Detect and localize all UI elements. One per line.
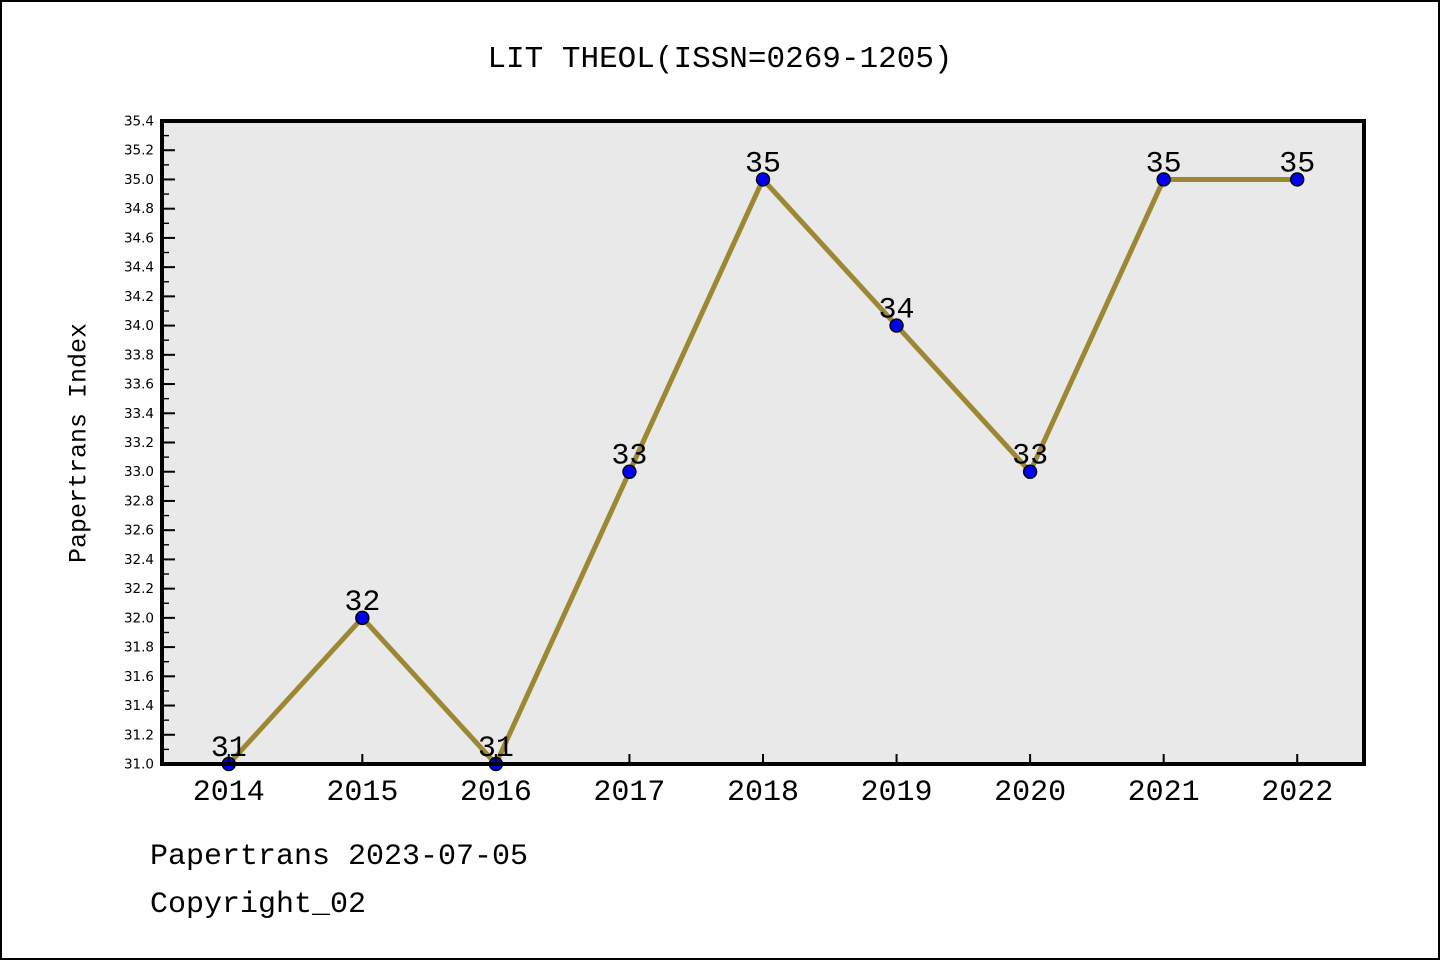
- y-tick-label: 35.2: [124, 143, 154, 159]
- y-tick-label: 31.2: [124, 727, 154, 743]
- y-tick-label: 31.6: [124, 669, 154, 685]
- y-tick-label: 33.6: [124, 377, 154, 393]
- x-tick-label: 2019: [861, 776, 933, 810]
- x-tick-label: 2021: [1128, 776, 1200, 810]
- y-tick-label: 34.0: [124, 318, 154, 334]
- x-tick-label: 2016: [460, 776, 532, 810]
- x-tick-label: 2018: [727, 776, 799, 810]
- y-tick-label: 34.4: [124, 260, 154, 276]
- plot-background: [162, 121, 1364, 764]
- data-point: [1290, 172, 1305, 187]
- point-label: 31: [478, 732, 514, 766]
- y-tick-label: 33.8: [124, 347, 154, 363]
- y-tick-label: 33.0: [124, 464, 154, 480]
- point-label: 33: [1012, 440, 1048, 474]
- data-point: [889, 318, 904, 333]
- y-tick-label: 34.2: [124, 289, 154, 305]
- footer-date: Papertrans 2023-07-05: [150, 840, 529, 874]
- x-tick-label: 2022: [1261, 776, 1333, 810]
- footer-copyright: Copyright_02: [150, 888, 367, 922]
- point-label: 33: [611, 440, 647, 474]
- y-tick-label: 31.8: [124, 640, 154, 656]
- y-tick-label: 32.4: [124, 552, 154, 568]
- y-tick-label: 33.4: [124, 406, 154, 422]
- point-label: 35: [1279, 147, 1315, 181]
- point-label: 35: [1146, 147, 1182, 181]
- y-tick-label: 35.0: [124, 172, 154, 188]
- data-point: [1156, 172, 1171, 187]
- point-label: 32: [344, 586, 380, 620]
- point-label: 35: [745, 147, 781, 181]
- y-tick-label: 32.6: [124, 523, 154, 539]
- x-tick-label: 2020: [994, 776, 1066, 810]
- x-tick-label: 2014: [193, 776, 265, 810]
- point-label: 31: [211, 732, 247, 766]
- y-tick-label: 34.8: [124, 201, 154, 217]
- data-point: [622, 464, 637, 479]
- y-tick-label: 33.2: [124, 435, 154, 451]
- y-tick-label: 35.4: [124, 114, 154, 130]
- data-point: [355, 610, 370, 626]
- y-tick-label: 31.0: [124, 757, 154, 773]
- point-label: 34: [879, 294, 915, 328]
- y-tick-label: 31.4: [124, 698, 154, 714]
- y-tick-label: 34.6: [124, 230, 154, 246]
- x-tick-label: 2017: [593, 776, 665, 810]
- y-tick-label: 32.2: [124, 581, 154, 597]
- y-tick-label: 32.0: [124, 610, 154, 626]
- data-point: [1022, 464, 1038, 479]
- y-tick-label: 32.8: [124, 493, 154, 509]
- data-point: [755, 172, 771, 187]
- chart-title: LIT THEOL(ISSN=0269-1205): [487, 42, 953, 77]
- x-tick-label: 2015: [326, 776, 398, 810]
